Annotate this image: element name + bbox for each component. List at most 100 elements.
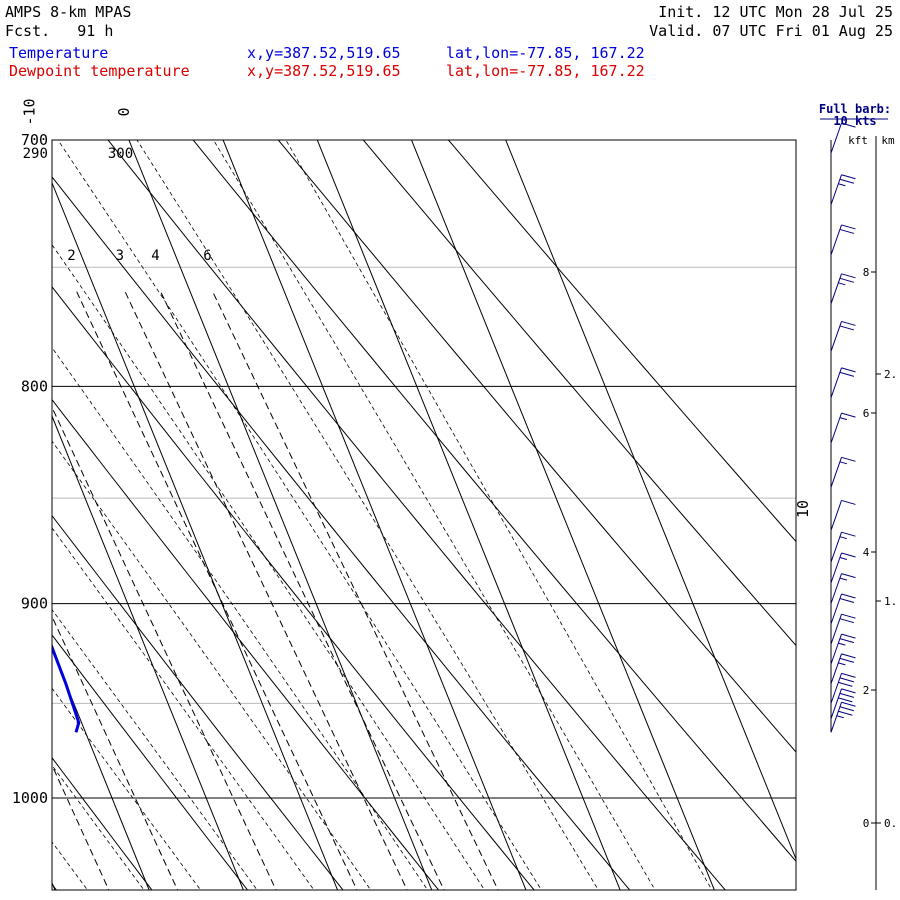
wind-barb <box>830 633 856 665</box>
kft-tick-label: 8 <box>863 266 870 279</box>
valid-prefix: Valid. <box>649 22 704 40</box>
wind-barb <box>830 367 856 399</box>
mixing-ratio-label: 6 <box>203 248 211 264</box>
isotherm-line <box>410 140 715 890</box>
wind-barb <box>830 593 856 625</box>
dewpoint-profile <box>0 140 5 732</box>
dry-adiabat-line <box>277 140 796 753</box>
km-label: km <box>881 134 895 147</box>
moist-adiabat-line <box>52 608 258 890</box>
isotherm-line <box>52 414 244 890</box>
wind-barb <box>830 456 856 488</box>
isotherm-line <box>128 140 433 890</box>
dry-adiabat-line <box>362 140 796 647</box>
isobars <box>52 139 796 799</box>
isotherm-label: 0 <box>115 107 133 116</box>
isotherm-line <box>222 140 527 890</box>
mixing-ratio-lines <box>52 291 499 890</box>
kft-tick-label: 6 <box>863 407 870 420</box>
moist-adiabat-line <box>52 346 429 890</box>
wind-barb <box>830 672 856 704</box>
wind-barb <box>830 224 856 256</box>
legend-temperature: Temperature <box>9 44 109 62</box>
mixing-ratio-line <box>52 406 277 890</box>
model-title: AMPS 8-km MPAS <box>5 3 132 21</box>
dry-adiabat-line <box>447 140 796 543</box>
wind-barb <box>830 552 856 584</box>
kft-tick-label: 4 <box>863 546 870 559</box>
moist-adiabat-line <box>136 140 599 890</box>
dry-adiabat-line <box>52 514 344 890</box>
moist-adiabat-line <box>52 244 485 890</box>
plot-frame <box>51 139 797 891</box>
isotherm-label: -10 <box>21 98 39 125</box>
wind-barb <box>830 174 856 205</box>
moist-adiabat-line <box>52 764 145 890</box>
kft-label: kft <box>848 134 868 147</box>
dry-adiabat-line <box>192 140 796 863</box>
axis-labels: 7008009001000-70-60-50-40-30-20-10022023… <box>12 98 812 807</box>
km-tick-label: 1. <box>884 595 897 608</box>
init-prefix: Init. <box>658 3 704 21</box>
wind-barb <box>830 688 856 720</box>
dry-adiabat-line <box>52 756 153 890</box>
valid-value: 07 UTC Fri 01 Aug 25 <box>712 22 893 40</box>
moist-adiabat-line <box>52 841 88 890</box>
isotherm-line <box>52 648 150 890</box>
km-tick-label: 2. <box>884 368 897 381</box>
side-label-10: 10 <box>794 500 812 518</box>
mixing-ratio-line <box>124 291 408 890</box>
dry-adiabat-line <box>52 176 631 890</box>
mixing-ratio-line <box>76 291 358 890</box>
wind-barb <box>830 613 856 645</box>
moist-adiabat-line <box>285 140 713 890</box>
fcst-prefix: Fcst. <box>5 22 51 40</box>
dry-adiabat-line <box>52 634 249 890</box>
mixing-ratio-label: 2 <box>67 248 75 264</box>
dry-adiabat-line <box>52 286 535 890</box>
isotherm-line <box>505 140 796 861</box>
isotherm-line <box>316 140 621 890</box>
moist-adiabat-line <box>52 527 315 890</box>
isotherms <box>52 140 796 890</box>
forecast-hour: Fcst. 91 h <box>5 22 113 40</box>
kft-tick-label: 2 <box>863 684 870 697</box>
kft-tick-label: 0 <box>863 817 870 830</box>
wind-barb <box>830 531 856 563</box>
moist-adiabat-line <box>52 440 372 890</box>
temperature-profile <box>52 643 81 733</box>
pressure-tick-label: 900 <box>21 595 48 613</box>
wind-barb <box>830 412 856 444</box>
mixing-ratio-line <box>52 764 110 890</box>
temperature-latlon: lat,lon=-77.85, 167.22 <box>446 44 645 62</box>
dry-adiabat-line <box>107 140 726 890</box>
init-time: Init. 12 UTC Mon 28 Jul 25 <box>658 3 893 21</box>
valid-time: Valid. 07 UTC Fri 01 Aug 25 <box>649 22 893 40</box>
dry-adiabat-line <box>52 883 57 890</box>
wind-barb <box>830 573 856 604</box>
theta-label: 290 <box>23 146 48 162</box>
isotherm-line <box>52 181 339 890</box>
wind-barb <box>830 122 856 154</box>
wind-barb <box>830 273 856 304</box>
sounding-profiles <box>0 140 81 733</box>
temperature-xy: x,y=387.52,519.65 <box>247 44 401 62</box>
dry-adiabats <box>52 140 796 890</box>
wind-panel-title: Full barb: <box>819 102 891 116</box>
pressure-tick-label: 700 <box>21 131 48 149</box>
km-tick-label: 0. <box>884 817 897 830</box>
wind-barb-panel: Full barb:10 kts kft km 8 6 4 2 0 2. 1. 0. <box>819 102 897 890</box>
dewpoint-latlon: lat,lon=-77.85, 167.22 <box>446 62 645 80</box>
mixing-ratio-label: 3 <box>116 248 124 264</box>
wind-barb <box>830 499 856 531</box>
pressure-tick-label: 800 <box>21 377 48 395</box>
fcst-hours: 91 h <box>77 22 114 40</box>
moist-adiabat-line <box>213 140 656 890</box>
theta-label: 300 <box>108 146 133 162</box>
moist-adiabats <box>52 140 713 890</box>
mixing-ratio-line <box>212 291 499 890</box>
mixing-ratio-line <box>160 291 445 890</box>
mixing-ratio-line <box>52 615 179 890</box>
moist-adiabat-line <box>57 140 542 890</box>
